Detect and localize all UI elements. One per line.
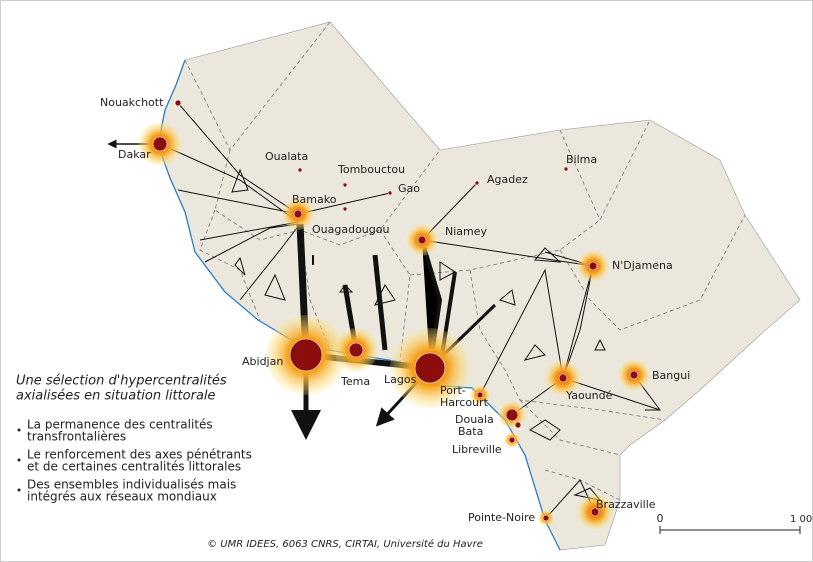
city-dot: [588, 261, 598, 271]
legend-bullet: [17, 428, 21, 432]
scale-label: 1 000 km: [790, 514, 813, 525]
city-dot: [563, 166, 569, 172]
city-dot: [387, 190, 393, 196]
cities: Nouakchott Dakar Oualata Tombouctou Gao Bamak…: [100, 96, 690, 530]
city-label: Tema: [340, 375, 370, 388]
city-dot: [289, 338, 323, 372]
city-label: Oualata: [265, 150, 308, 163]
city-label: Pointe-Noire: [468, 511, 535, 524]
city-dot: [505, 408, 519, 422]
city-label: Niamey: [445, 225, 488, 238]
legend-title: Une sélection d'hypercentralités: [16, 374, 227, 389]
city-label: Abidjan: [242, 355, 283, 368]
city-dot: [293, 209, 303, 219]
legend-item: La permanence des centralités: [27, 418, 213, 432]
city-label: Lagos: [384, 373, 417, 386]
city-dot: [342, 182, 348, 188]
city-label: Dakar: [118, 148, 151, 161]
city-label: Tombouctou: [337, 163, 405, 176]
city-dot: [542, 514, 550, 522]
city-label: Gao: [398, 182, 420, 195]
city-dot: [417, 235, 427, 245]
city-dot: [590, 507, 600, 517]
city-dot: [629, 370, 639, 380]
city-label: Yaoundé: [565, 389, 613, 402]
city-label: Nouakchott: [100, 96, 164, 109]
city-label: Port-: [440, 384, 466, 397]
city-label: Douala: [455, 413, 494, 426]
city-label: Bamako: [292, 193, 337, 206]
credit: © UMR IDEES, 6063 CNRS, CIRTAI, Universi…: [207, 538, 483, 550]
city-dot: [476, 391, 484, 399]
legend-title: axialisées en situation littorale: [16, 389, 216, 404]
scale-label: 0: [657, 512, 664, 525]
legend-item: et de certaines centralités littorales: [27, 460, 241, 474]
legend-item: intégrés aux réseaux mondiaux: [27, 490, 217, 504]
legend-item: transfrontalières: [27, 430, 126, 444]
city-dot: [414, 352, 446, 384]
city-dot: [152, 136, 168, 152]
city-label: Bangui: [652, 369, 690, 382]
city-label: Brazzaville: [596, 498, 656, 511]
city-dot: [348, 342, 364, 358]
scale-bar: 0 1 000 km: [657, 512, 813, 534]
city-dot: [342, 206, 348, 212]
legend: Une sélection d'hypercentralitésaxialisé…: [16, 374, 252, 504]
city-label: Bilma: [566, 153, 597, 166]
city-label: Harcourt: [440, 396, 489, 409]
city-label: Agadez: [487, 173, 528, 186]
legend-bullet: [17, 488, 21, 492]
city-dot: [558, 373, 568, 383]
city-label: Bata: [458, 425, 483, 438]
legend-item: Des ensembles individualisés mais: [27, 478, 236, 492]
city-dot: [514, 421, 522, 429]
legend-bullet: [17, 458, 21, 462]
city-label: N'Djamena: [612, 259, 673, 272]
city-dot: [297, 167, 303, 173]
legend-item: Le renforcement des axes pénétrants: [27, 448, 252, 462]
city-dot: [474, 180, 480, 186]
city-dot: [174, 99, 182, 107]
city-label: Ouagadougou: [312, 223, 389, 236]
city-dot: [508, 436, 516, 444]
city-label: Libreville: [452, 443, 502, 456]
